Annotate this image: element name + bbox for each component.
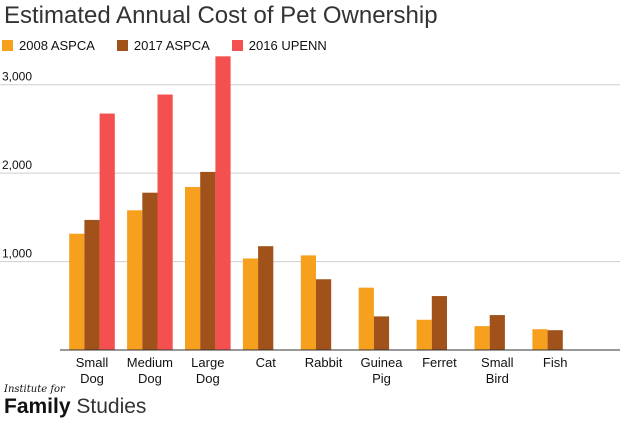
bar [99,113,115,351]
legend-swatch-2008-aspca [2,40,13,51]
bar [489,315,505,350]
legend-swatch-2017-aspca [116,40,128,51]
x-tick-label-line: Guinea [361,355,404,370]
brand-top-text: Institute for [4,384,65,395]
x-tick-label: Small Bird [481,355,514,386]
x-tick-label: Small Dog [76,355,109,386]
bar [200,171,216,350]
y-tick-label: 3,000 [2,70,32,84]
x-tick-label: Cat [256,355,277,370]
y-tick-label: 1,000 [2,247,32,261]
bar [358,287,374,350]
legend-item-2017-aspca: 2017 ASPCA [116,38,210,53]
x-tick-label-line: Pig [372,371,391,386]
bar [127,210,143,350]
x-tick-label: Rabbit [305,355,343,370]
brand-logo: Institute for Family Studies [4,385,146,419]
bar [373,316,390,350]
bar [215,56,231,351]
bar [142,192,158,350]
legend-item-2008-aspca: 2008 ASPCA [2,38,95,53]
y-tick-label: 2,000 [2,158,32,172]
legend: 2008 ASPCA 2017 ASPCA 2016 UPENN [2,38,327,53]
bar [547,330,563,350]
bar [532,329,548,350]
chart-title: Estimated Annual Cost of Pet Ownership [4,2,438,29]
bar [258,246,274,350]
bar [300,255,316,350]
legend-item-2016-upenn: 2016 UPENN [231,38,327,53]
x-tick-label-line: Dog [80,371,104,386]
bar [185,187,201,350]
x-tick-label-line: Medium [127,355,173,370]
x-tick-label: Large Dog [191,355,224,386]
bar [474,326,490,350]
brand-bottom-text: Family Studies [4,395,146,419]
legend-swatch-2016-upenn [231,40,243,51]
x-tick-label-line: Fish [543,355,568,370]
bar [316,279,332,350]
bar [157,94,173,351]
x-tick-label-line: Cat [256,355,277,370]
x-tick-label-line: Ferret [422,355,457,370]
x-tick-label-line: Rabbit [305,355,343,370]
x-tick-label: Medium Dog [127,355,173,386]
x-tick-label: Guinea Pig [361,355,404,386]
legend-label-2008-aspca: 2008 ASPCA [19,38,95,53]
bar [242,258,259,350]
x-tick-label: Ferret [422,355,457,370]
legend-label-2016-upenn: 2016 UPENN [248,38,327,53]
x-tick-label-line: Small [76,355,109,370]
bar [69,233,85,350]
x-tick-label-line: Dog [138,371,162,386]
x-tick-label-line: Bird [486,371,509,386]
bar [431,296,447,350]
brand-bold-text: Family [4,395,71,418]
x-tick-label-line: Small [481,355,514,370]
bar [416,319,432,350]
brand-light-text: Studies [70,395,147,418]
x-tick-label: Fish [543,355,568,370]
bar [84,219,100,350]
x-tick-label-line: Dog [196,371,220,386]
legend-label-2017-aspca: 2017 ASPCA [133,38,210,53]
x-tick-label-line: Large [191,355,224,370]
